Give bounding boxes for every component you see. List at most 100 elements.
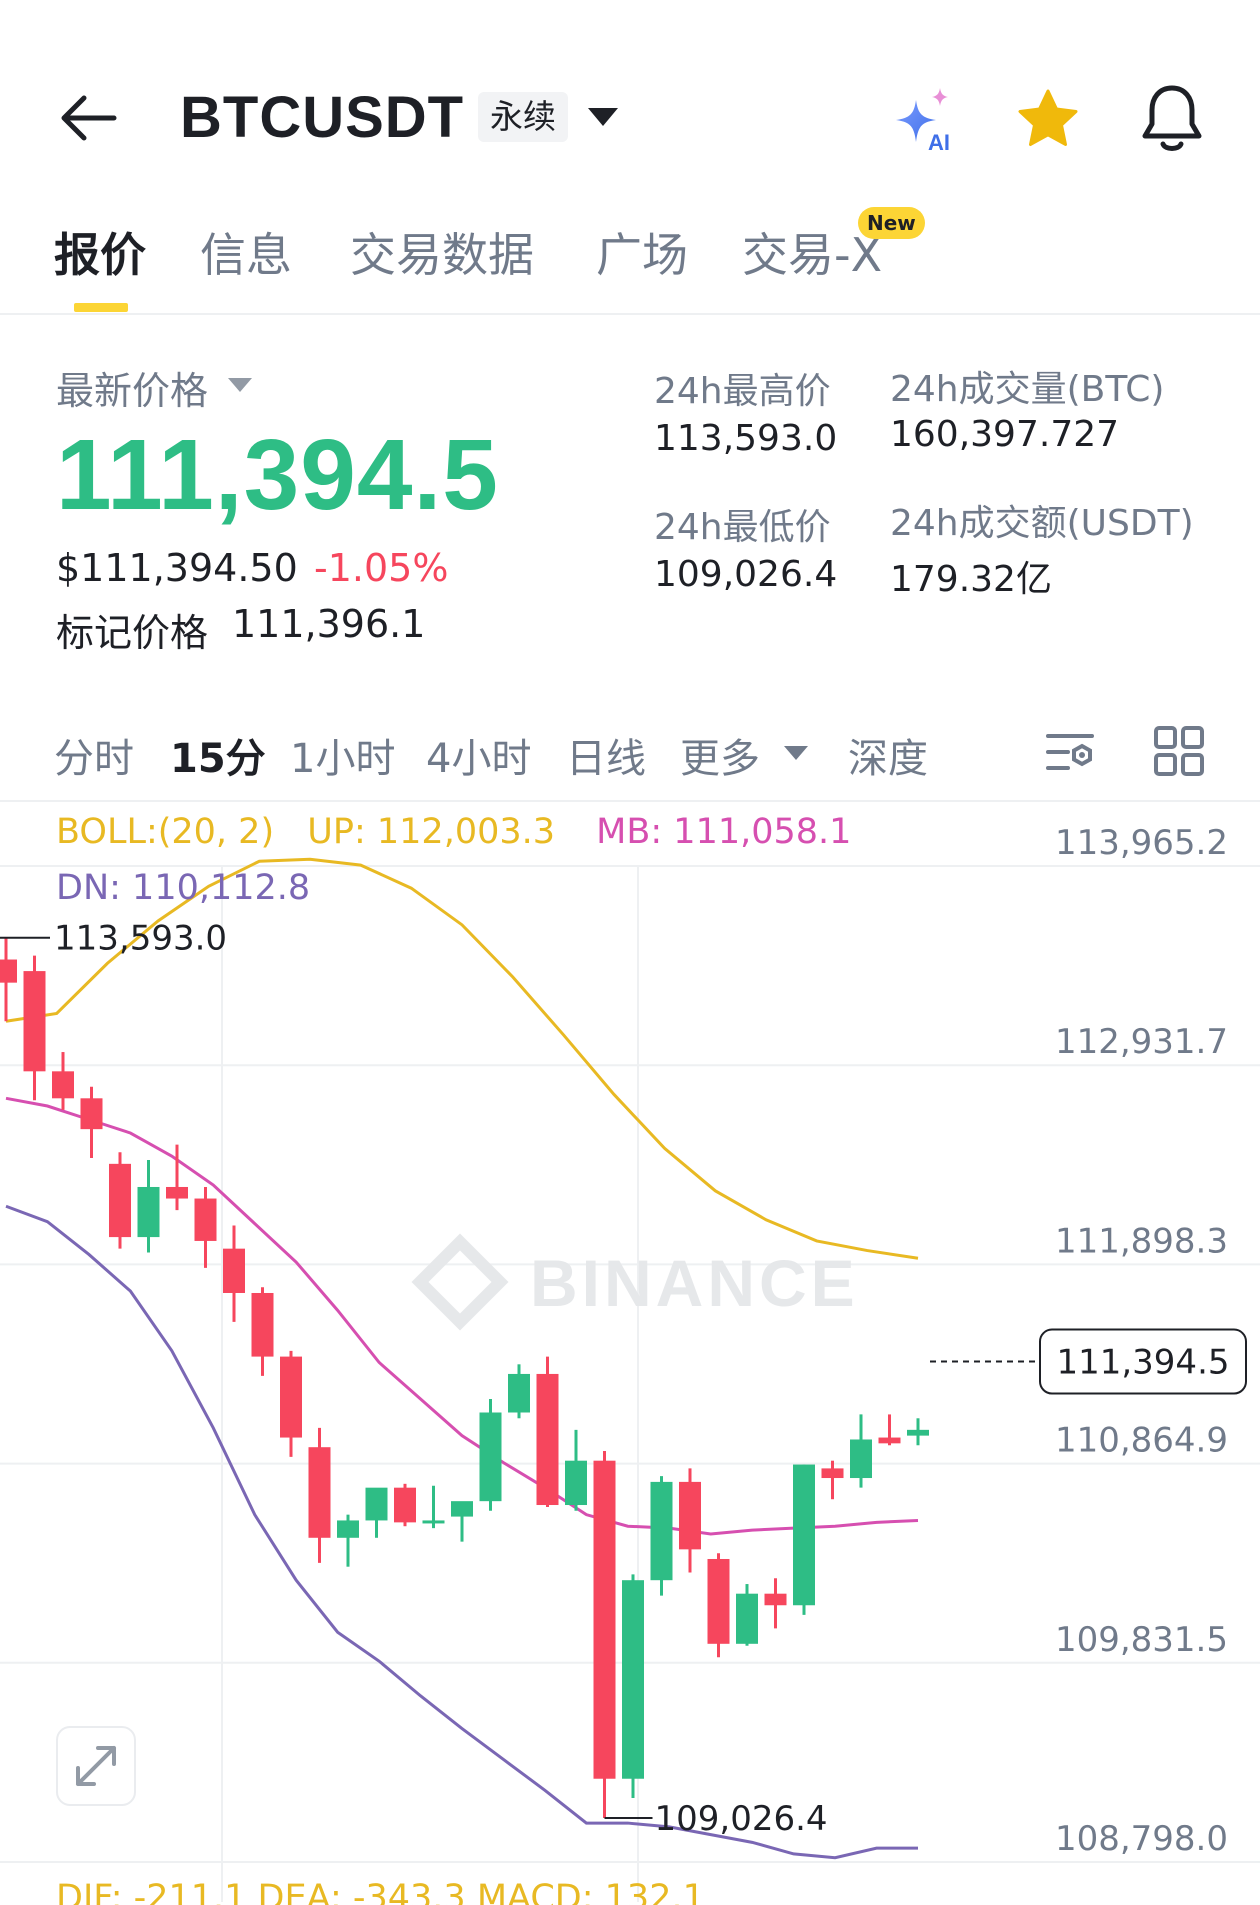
candle-body bbox=[365, 1487, 388, 1521]
candle-body bbox=[337, 1520, 359, 1538]
fullscreen-button[interactable] bbox=[56, 1726, 136, 1806]
high-marker-label: 113,593.0 bbox=[54, 919, 227, 959]
kline-chart[interactable]: BINANCE 113,593.0 109,026.4 111,394.5 113,… bbox=[0, 802, 1260, 1905]
volume-usdt-value: 179.32亿 bbox=[890, 559, 1052, 600]
candle-body bbox=[422, 1520, 445, 1524]
grid-icon bbox=[1154, 726, 1204, 776]
header: BTCUSDT 永续 AI bbox=[0, 60, 1260, 175]
volume-usdt-label: 24h成交额(USDT) bbox=[890, 503, 1194, 544]
candle-body bbox=[451, 1501, 473, 1517]
volume-btc-label: 24h成交量(BTC) bbox=[890, 369, 1165, 410]
tab-info[interactable]: 信息 bbox=[200, 228, 292, 282]
tab-square[interactable]: 广场 bbox=[596, 228, 688, 282]
interval-1h[interactable]: 1小时 bbox=[290, 736, 396, 782]
interval-more[interactable]: 更多 bbox=[680, 736, 760, 782]
interval-depth[interactable]: 深度 bbox=[848, 736, 928, 782]
binance-logo-icon bbox=[411, 1233, 509, 1331]
boll-dn-value: DN: 110,112.8 bbox=[56, 868, 311, 908]
y-tick-label: 111,898.3 bbox=[1055, 1221, 1228, 1261]
candle-body bbox=[650, 1481, 673, 1581]
candle-body bbox=[907, 1429, 929, 1436]
caret-down-icon[interactable] bbox=[228, 378, 252, 392]
macd-legend: DIF: -211.1 DEA: -343.3 MACD: 132.1 bbox=[56, 1878, 705, 1905]
candle-body bbox=[223, 1248, 245, 1293]
low-marker-label: 109,026.4 bbox=[655, 1799, 828, 1839]
candle-body bbox=[793, 1464, 815, 1606]
candle-body bbox=[251, 1292, 274, 1357]
candle-body bbox=[394, 1487, 416, 1523]
candle-body bbox=[109, 1163, 131, 1238]
ai-sparkle-icon: AI bbox=[896, 88, 950, 155]
boll-params: BOLL:(20, 2) bbox=[56, 812, 275, 852]
kline-svg[interactable]: BINANCE 113,593.0 109,026.4 111,394.5 113,… bbox=[0, 802, 1260, 1905]
mark-price-value: 111,396.1 bbox=[232, 602, 426, 646]
back-button[interactable] bbox=[58, 90, 118, 146]
y-tick-label: 108,798.0 bbox=[1055, 1819, 1228, 1859]
boll-mb-line bbox=[5, 1096, 919, 1536]
bell-icon bbox=[1142, 85, 1202, 151]
high-24h-label: 24h最高价 bbox=[654, 371, 831, 412]
interval-1d[interactable]: 日线 bbox=[566, 736, 646, 782]
boll-mb-value: MB: 111,058.1 bbox=[596, 812, 852, 852]
candle-body bbox=[194, 1198, 217, 1241]
last-price: 111,394.5 bbox=[56, 419, 499, 531]
layout-button[interactable] bbox=[1152, 724, 1206, 778]
new-badge: New bbox=[858, 207, 925, 239]
interval-15m[interactable]: 15分 bbox=[170, 736, 266, 782]
active-tab-indicator bbox=[74, 303, 128, 312]
interval-4h[interactable]: 4小时 bbox=[426, 736, 532, 782]
tab-trade-x[interactable]: 交易-X bbox=[742, 228, 883, 282]
candle-body bbox=[736, 1593, 758, 1644]
candle-body bbox=[821, 1468, 844, 1479]
low-24h-label: 24h最低价 bbox=[654, 507, 831, 548]
candle-body bbox=[23, 971, 46, 1072]
chart-settings-button[interactable] bbox=[1042, 724, 1098, 780]
expand-icon bbox=[76, 1746, 116, 1786]
svg-text:AI: AI bbox=[928, 130, 950, 155]
interval-time[interactable]: 分时 bbox=[54, 736, 134, 782]
candle-body bbox=[137, 1186, 160, 1238]
price-change-percent: -1.05% bbox=[314, 546, 449, 590]
candle-body bbox=[764, 1593, 787, 1606]
ai-button[interactable]: AI bbox=[890, 84, 962, 156]
candle-body bbox=[280, 1356, 302, 1438]
candle-body bbox=[536, 1373, 559, 1506]
candle-body bbox=[679, 1481, 701, 1550]
candle-body bbox=[565, 1460, 587, 1506]
current-price-label: 111,394.5 bbox=[1056, 1343, 1229, 1383]
alert-button[interactable] bbox=[1138, 82, 1206, 154]
settings-sliders-icon bbox=[1046, 734, 1094, 770]
y-tick-label: 109,831.5 bbox=[1055, 1620, 1228, 1660]
tab-quote[interactable]: 报价 bbox=[54, 228, 146, 282]
candle-body bbox=[80, 1098, 103, 1130]
candle-body bbox=[52, 1071, 74, 1099]
candle-body bbox=[622, 1580, 644, 1779]
candle-body bbox=[593, 1460, 616, 1779]
candle-body bbox=[166, 1186, 188, 1199]
interval-bar: 分时 15分 1小时 4小时 日线 更多 深度 bbox=[0, 712, 1260, 802]
favorite-button[interactable] bbox=[1015, 86, 1081, 152]
watermark: BINANCE bbox=[530, 1246, 859, 1320]
y-tick-label: 113,965.2 bbox=[1055, 823, 1228, 863]
boll-dn-line bbox=[5, 1204, 918, 1860]
arrow-left-icon bbox=[61, 95, 117, 141]
chevron-down-icon[interactable] bbox=[588, 108, 618, 126]
candle-body bbox=[508, 1373, 530, 1413]
tab-bar: 报价 信息 交易数据 广场 交易-X New bbox=[0, 205, 1260, 315]
y-tick-label: 110,864.9 bbox=[1055, 1421, 1228, 1461]
last-price-label[interactable]: 最新价格 bbox=[56, 369, 209, 413]
candle-body bbox=[0, 959, 17, 983]
y-tick-label: 112,931.7 bbox=[1055, 1022, 1228, 1062]
caret-down-icon[interactable] bbox=[784, 746, 808, 760]
candle-body bbox=[850, 1439, 872, 1479]
candle-body bbox=[308, 1447, 331, 1538]
candle-body bbox=[878, 1437, 901, 1444]
candle-body bbox=[707, 1558, 730, 1644]
usd-price: $111,394.50 bbox=[56, 546, 298, 590]
high-24h-value: 113,593.0 bbox=[654, 418, 838, 459]
candle-body bbox=[479, 1412, 502, 1502]
tab-trading-data[interactable]: 交易数据 bbox=[350, 228, 534, 282]
star-icon bbox=[1018, 89, 1078, 146]
mark-price-label: 标记价格 bbox=[56, 611, 209, 655]
symbol-title[interactable]: BTCUSDT bbox=[180, 85, 465, 150]
